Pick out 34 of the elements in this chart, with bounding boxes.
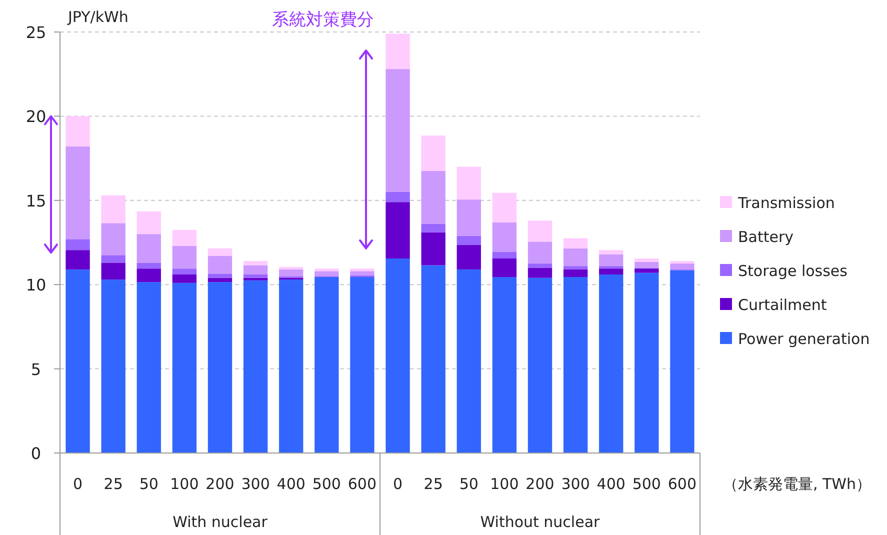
- x-tick-label: 300: [241, 475, 270, 493]
- x-tick-label: 100: [490, 475, 519, 493]
- x-axis-title: （水素発電量, TWh）: [722, 475, 872, 493]
- x-tick-label: 25: [104, 475, 123, 493]
- x-tick-label: 400: [276, 475, 306, 493]
- x-tick-label: 0: [73, 475, 83, 493]
- y-tick-label: 25: [26, 23, 46, 42]
- x-tick-label: 25: [424, 475, 443, 493]
- legend-label: Storage losses: [738, 262, 848, 280]
- y-tick-label: 0: [30, 444, 42, 463]
- x-tick-label: 500: [312, 475, 341, 493]
- text: Without nuclear: [480, 513, 601, 531]
- y-tick-label: 5: [30, 360, 42, 379]
- legend-label: Power generation: [738, 330, 870, 348]
- text: 系統対策費分: [272, 10, 374, 30]
- y-tick-label: 10: [26, 276, 46, 295]
- x-tick-label: 600: [668, 475, 697, 493]
- y-tick-label: 15: [26, 191, 46, 210]
- text: With nuclear: [172, 513, 268, 531]
- x-tick-label: 400: [596, 475, 626, 493]
- y-tick-label: 20: [26, 107, 46, 126]
- x-tick-label: 100: [170, 475, 199, 493]
- legend-label: Curtailment: [738, 296, 827, 314]
- x-tick-label: 600: [348, 475, 377, 493]
- x-tick-label: 300: [561, 475, 590, 493]
- legend-label: Battery: [738, 228, 794, 246]
- x-tick-label: 200: [206, 475, 234, 493]
- x-tick-label: 50: [459, 475, 478, 493]
- x-tick-label: 200: [526, 475, 554, 493]
- x-tick-label: 50: [139, 475, 158, 493]
- x-tick-label: 500: [632, 475, 661, 493]
- y-axis-title: JPY/kWh: [67, 8, 128, 26]
- legend-label: Transmission: [737, 194, 835, 212]
- x-tick-label: 0: [393, 475, 403, 493]
